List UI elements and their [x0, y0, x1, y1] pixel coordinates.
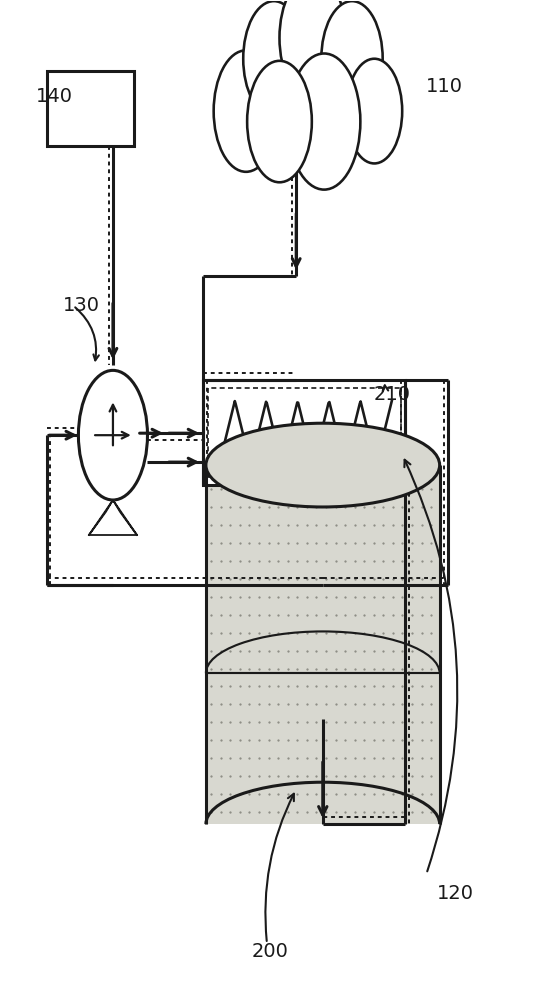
Polygon shape [113, 500, 137, 535]
Text: 200: 200 [251, 942, 288, 961]
Circle shape [279, 0, 347, 101]
Bar [46, 71, 134, 146]
Circle shape [243, 1, 304, 116]
Bar [203, 380, 405, 485]
Text: 130: 130 [62, 296, 99, 315]
Circle shape [214, 50, 278, 172]
Circle shape [78, 370, 147, 500]
Circle shape [288, 53, 360, 190]
Bar [206, 465, 439, 824]
Circle shape [247, 61, 312, 182]
Bar [208, 388, 401, 477]
Ellipse shape [206, 423, 439, 507]
Circle shape [347, 59, 402, 163]
Circle shape [321, 1, 383, 116]
Polygon shape [89, 500, 113, 535]
Text: 140: 140 [36, 87, 73, 106]
Text: 210: 210 [373, 385, 410, 404]
Text: 120: 120 [437, 884, 474, 903]
Text: 110: 110 [426, 77, 464, 96]
